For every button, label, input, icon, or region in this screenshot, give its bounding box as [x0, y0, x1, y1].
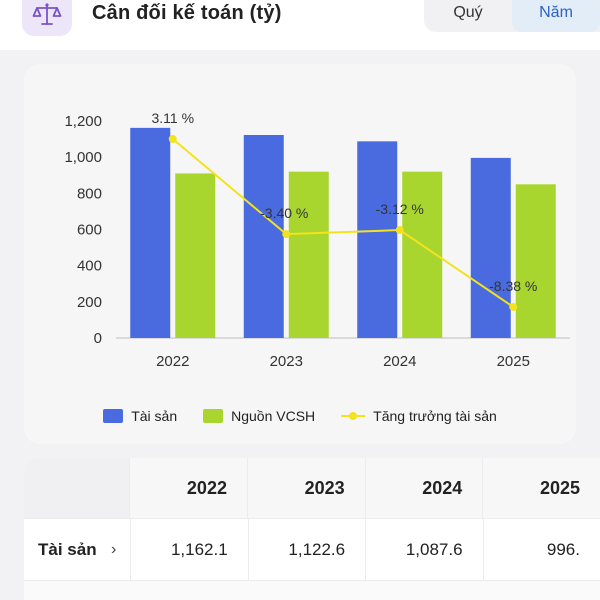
y-tick-label: 1,200: [64, 113, 102, 130]
table-header-row: 2022 2023 2024 2025: [24, 458, 600, 518]
y-tick-label: 400: [77, 258, 102, 275]
bar-assets: [470, 157, 511, 338]
chevron-right-icon: ›: [110, 541, 117, 558]
growth-line: [172, 138, 514, 308]
x-tick-label: 2023: [270, 353, 303, 370]
legend-swatch-assets: [103, 409, 124, 423]
bar-equity: [515, 184, 556, 338]
x-tick-label: 2022: [156, 353, 189, 370]
period-toggle: Quý Năm: [424, 0, 600, 32]
scale-icon: [22, 0, 72, 36]
growth-data-label: -3.40 %: [260, 205, 308, 221]
table-header-year: 2022: [129, 458, 247, 518]
balance-chart-card: 1,200 1,000 800 600 400 200 0 2022 2023 2024 2025 3…: [24, 64, 576, 444]
table-header-year: 2025: [482, 458, 600, 518]
growth-point: [395, 226, 404, 235]
legend-item-equity[interactable]: Nguồn VCSH: [203, 408, 315, 424]
tab-quarter[interactable]: Quý: [453, 4, 483, 21]
table-row-assets[interactable]: Tài sản › 1,162.1 1,122.6 1,087.6 996.: [24, 518, 600, 581]
bar-equity: [288, 171, 329, 338]
growth-data-label: 3.11 %: [151, 110, 194, 126]
bar-assets: [243, 134, 284, 338]
legend-swatch-growth: [341, 411, 366, 421]
growth-point: [282, 230, 291, 239]
table-header-year: 2024: [364, 458, 483, 518]
x-tick-label: 2024: [383, 353, 416, 370]
y-tick-label: 200: [77, 294, 102, 311]
x-tick-label: 2025: [497, 353, 530, 370]
table-cell: 1,087.6: [365, 519, 482, 581]
table-row-next: [24, 580, 600, 600]
bar-assets: [357, 141, 398, 338]
y-tick-label: 1,000: [64, 149, 102, 166]
balance-chart: 1,200 1,000 800 600 400 200 0 2022 2023 2024 2025 3…: [64, 110, 570, 370]
legend-item-assets[interactable]: Tài sản: [103, 408, 177, 424]
growth-point: [168, 135, 177, 144]
bar-assets: [130, 127, 171, 339]
y-tick-label: 800: [77, 185, 102, 202]
table-cell: 1,122.6: [247, 519, 365, 581]
growth-point: [509, 302, 518, 311]
legend-label-equity: Nguồn VCSH: [231, 408, 316, 424]
table-header-year: 2023: [246, 458, 365, 518]
legend-swatch-equity: [203, 409, 224, 423]
header: Cân đối kế toán (tỷ) Quý Năm: [0, 0, 600, 50]
y-tick-label: 600: [77, 222, 102, 239]
page-title: Cân đối kế toán (tỷ): [92, 2, 282, 24]
table-cell: 1,162.1: [130, 519, 247, 581]
legend-label-growth: Tăng trưởng tài sản: [373, 408, 497, 424]
tab-year[interactable]: Năm: [512, 0, 600, 32]
bar-equity: [175, 173, 216, 338]
y-tick-label: 0: [94, 330, 102, 347]
chart-legend: Tài sản Nguồn VCSH Tăng trưởng tài sản: [24, 408, 576, 424]
row-label[interactable]: Tài sản ›: [24, 519, 131, 581]
legend-item-growth[interactable]: Tăng trưởng tài sản: [341, 408, 497, 424]
growth-data-label: -8.38 %: [489, 278, 537, 294]
legend-label-assets: Tài sản: [131, 408, 178, 424]
table-corner: [24, 458, 130, 518]
row-label-text: Tài sản: [38, 540, 97, 559]
growth-data-label: -3.12 %: [376, 201, 424, 217]
table-cell: 996.: [482, 519, 600, 581]
balance-table: 2022 2023 2024 2025 Tài sản › 1,162.1 1,…: [24, 458, 600, 600]
